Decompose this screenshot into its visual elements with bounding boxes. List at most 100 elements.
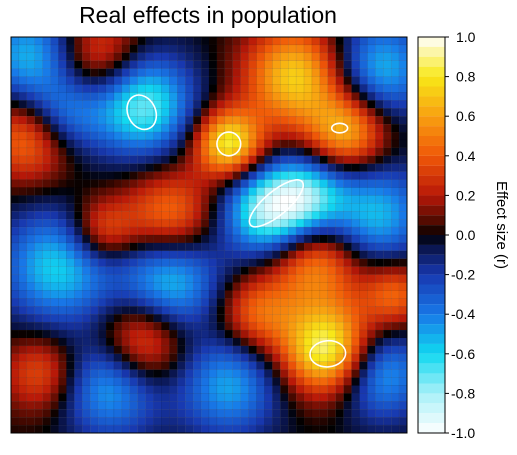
heatmap-cell xyxy=(264,385,273,394)
heatmap-cell xyxy=(89,298,99,307)
heatmap-cell xyxy=(121,393,131,402)
heatmap-cell xyxy=(42,76,51,85)
heatmap-cell xyxy=(169,242,178,252)
heatmap-cell xyxy=(185,123,194,133)
heatmap-cell xyxy=(343,195,352,204)
heatmap-cell xyxy=(335,282,344,291)
heatmap-cell xyxy=(288,369,297,378)
heatmap-cell xyxy=(311,290,321,299)
heatmap-cell xyxy=(121,226,131,236)
heatmap-cell xyxy=(224,115,234,125)
heatmap-cell xyxy=(97,92,107,101)
heatmap-cell xyxy=(89,274,99,283)
heatmap-cell xyxy=(66,306,75,315)
heatmap-cell xyxy=(288,416,297,426)
heatmap-cell xyxy=(343,84,352,93)
heatmap-cell xyxy=(327,377,336,386)
heatmap-cell xyxy=(129,52,138,62)
heatmap-cell xyxy=(248,84,257,93)
heatmap-cell xyxy=(335,108,344,117)
heatmap-cell xyxy=(105,424,115,434)
heatmap-cell xyxy=(295,36,305,46)
heatmap-cell xyxy=(97,68,107,77)
heatmap-cell xyxy=(280,163,289,172)
heatmap-cell xyxy=(327,155,336,164)
heatmap-cell xyxy=(264,163,273,172)
heatmap-cell xyxy=(10,100,20,109)
heatmap-cell xyxy=(169,139,178,149)
heatmap-cell xyxy=(398,60,408,69)
heatmap-cell xyxy=(375,242,384,252)
heatmap-cell xyxy=(390,385,400,394)
heatmap-cell xyxy=(335,385,344,394)
heatmap-cell xyxy=(224,44,234,54)
heatmap-cell xyxy=(232,290,241,299)
heatmap-cell xyxy=(129,147,138,157)
heatmap-cell xyxy=(121,377,131,386)
heatmap-cell xyxy=(129,266,138,275)
heatmap-cell xyxy=(295,424,305,434)
heatmap-cell xyxy=(375,424,384,434)
heatmap-cell xyxy=(240,139,249,149)
heatmap-cell xyxy=(10,401,20,410)
heatmap-cell xyxy=(50,226,59,236)
heatmap-cell xyxy=(398,76,408,85)
heatmap-cell xyxy=(343,266,352,275)
heatmap-cell xyxy=(105,52,115,62)
heatmap-cell xyxy=(137,385,146,394)
heatmap-cell xyxy=(375,393,384,402)
heatmap-cell xyxy=(58,306,67,315)
heatmap-cell xyxy=(280,282,289,291)
heatmap-cell xyxy=(192,282,202,291)
heatmap-cell xyxy=(248,234,257,244)
heatmap-cell xyxy=(248,337,257,347)
heatmap-cell xyxy=(66,369,75,378)
heatmap-cell xyxy=(367,306,376,315)
heatmap-cell xyxy=(26,258,36,267)
heatmap-cell xyxy=(240,76,249,85)
colorbar-swatch xyxy=(418,46,445,57)
heatmap-cell xyxy=(177,409,186,418)
heatmap-cell xyxy=(97,393,107,402)
heatmap-cell xyxy=(398,361,408,370)
heatmap-cell xyxy=(50,274,59,283)
heatmap-cell xyxy=(280,100,289,109)
heatmap-cell xyxy=(280,68,289,77)
heatmap-cell xyxy=(66,92,75,101)
heatmap-cell xyxy=(383,393,392,402)
heatmap-cell xyxy=(129,290,138,299)
heatmap-cell xyxy=(89,179,99,188)
heatmap-cell xyxy=(335,329,344,339)
heatmap-cell xyxy=(343,274,352,283)
heatmap-cell xyxy=(216,361,226,370)
heatmap-cell xyxy=(113,416,123,426)
heatmap-cell xyxy=(129,155,138,164)
heatmap-cell xyxy=(42,385,51,394)
heatmap-cell xyxy=(398,290,408,299)
heatmap-cell xyxy=(390,282,400,291)
heatmap-cell xyxy=(89,401,99,410)
heatmap-cell xyxy=(137,274,146,283)
heatmap-cell xyxy=(161,282,170,291)
heatmap-cell xyxy=(10,218,20,228)
heatmap-cell xyxy=(82,385,91,394)
heatmap-cell xyxy=(18,250,28,260)
heatmap-cell xyxy=(50,329,59,339)
heatmap-cell xyxy=(82,242,91,252)
heatmap-cell xyxy=(303,211,313,220)
heatmap-cell xyxy=(121,416,131,426)
heatmap-cell xyxy=(89,258,99,267)
heatmap-cell xyxy=(295,306,305,315)
heatmap-cell xyxy=(383,377,392,386)
heatmap-cell xyxy=(113,266,123,275)
heatmap-cell xyxy=(200,84,210,93)
heatmap-cell xyxy=(26,171,36,180)
heatmap-cell xyxy=(121,123,131,133)
heatmap-cell xyxy=(390,345,400,355)
heatmap-cell xyxy=(10,377,20,386)
heatmap-cell xyxy=(145,393,154,402)
heatmap-cell xyxy=(343,36,352,46)
heatmap-cell xyxy=(272,60,281,69)
heatmap-cell xyxy=(82,234,91,244)
heatmap-cell xyxy=(327,409,336,418)
